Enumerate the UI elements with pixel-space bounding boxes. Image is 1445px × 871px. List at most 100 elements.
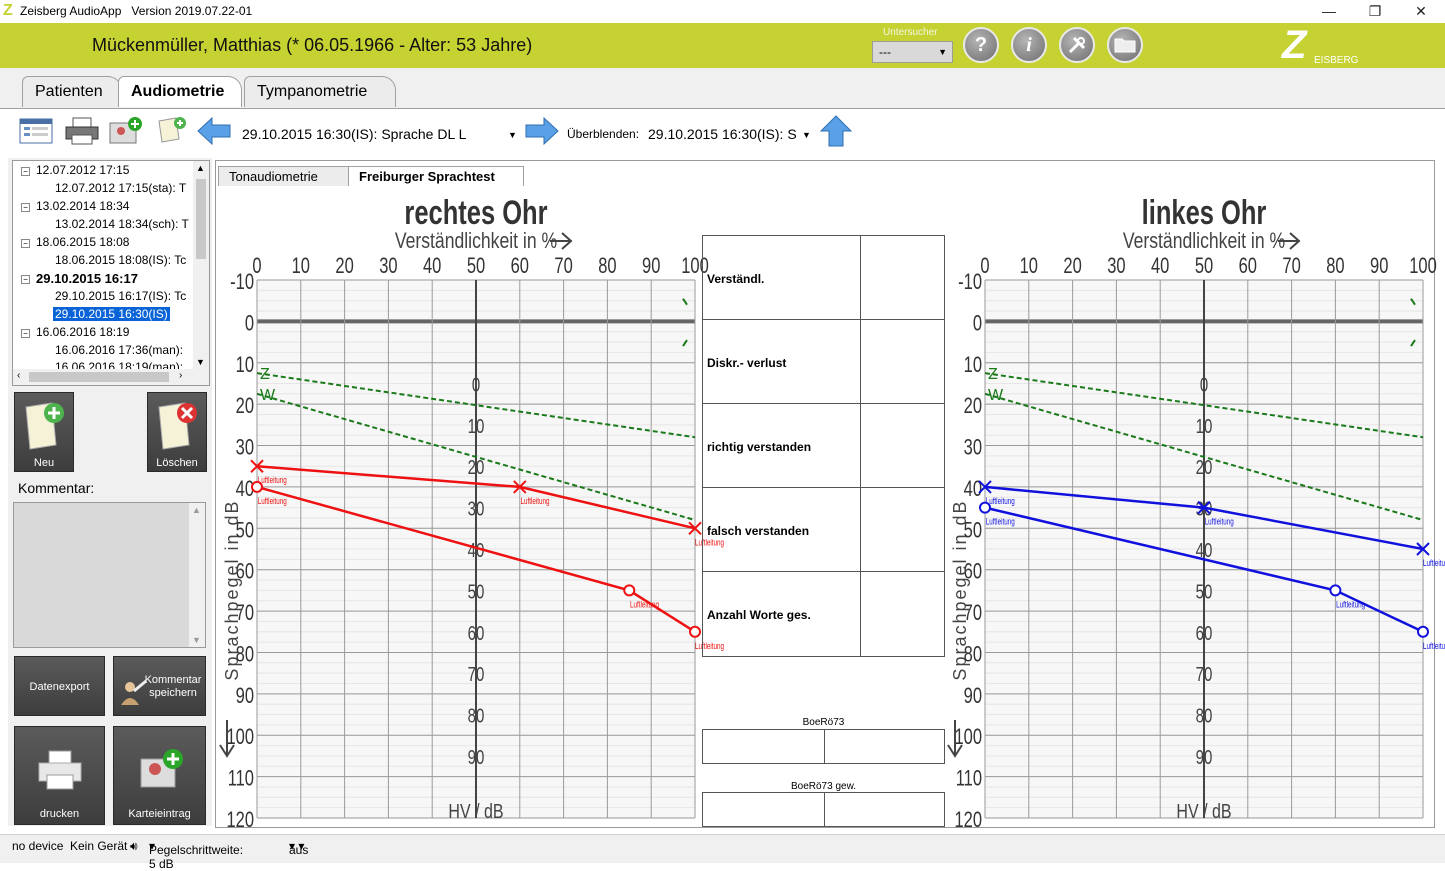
tree-item[interactable]: 13.02.2014 18:34: [36, 199, 130, 213]
x-tick-label: 10: [1020, 254, 1039, 279]
scroll-thumb[interactable]: [29, 372, 169, 382]
list-view-icon[interactable]: [18, 115, 54, 147]
arrow-up-icon[interactable]: [818, 115, 854, 147]
overlay-select[interactable]: 29.10.2015 16:30(IS): S: [648, 126, 797, 142]
data-export-button[interactable]: Datenexport: [14, 656, 105, 716]
minimize-button[interactable]: —: [1322, 3, 1336, 19]
scroll-thumb[interactable]: [196, 179, 206, 259]
y-tick-label: 30: [236, 435, 255, 460]
x-tick-label: 50: [1195, 254, 1214, 279]
scroll-up-icon[interactable]: ▲: [196, 163, 205, 173]
series-label: Luftleitung: [1423, 558, 1445, 568]
delete-button[interactable]: Löschen: [147, 392, 207, 472]
tree-collapse-icon[interactable]: −: [21, 203, 30, 212]
arrow-right-icon[interactable]: [524, 115, 560, 147]
y-tick-label: 120: [954, 808, 982, 833]
y-axis-label: Sprachpegel in dB: [222, 499, 242, 680]
scroll-down-icon[interactable]: ▼: [196, 357, 205, 367]
results-row-verstaendl: Verständl.: [703, 236, 944, 320]
tree-collapse-icon[interactable]: −: [21, 239, 30, 248]
x-tick-label: 70: [554, 254, 573, 279]
save-comment-button[interactable]: Kommentar speichern: [113, 656, 206, 716]
tree-collapse-icon[interactable]: −: [21, 275, 30, 284]
close-button[interactable]: ✕: [1415, 3, 1427, 19]
hv-tick-label: 50: [468, 580, 485, 603]
info-button[interactable]: i: [1011, 27, 1047, 63]
x-tick-label: 100: [1409, 254, 1437, 279]
tree-item[interactable]: 16.06.2016 17:36(man):: [55, 343, 184, 357]
hv-tick-label: 20: [1196, 456, 1213, 479]
tree-item[interactable]: 13.02.2014 18:34(sch): T: [55, 217, 189, 231]
scroll-left-icon[interactable]: ‹: [17, 370, 21, 381]
scroll-down-icon[interactable]: ▼: [192, 635, 201, 645]
data-point-o: [251, 480, 263, 493]
reference-tick: [682, 298, 688, 306]
hv-tick-label: 60: [1196, 622, 1213, 645]
overlay-label: Überblenden:: [567, 127, 640, 141]
scroll-up-icon[interactable]: ▲: [192, 505, 201, 515]
y-tick-label: 80: [964, 642, 983, 667]
tab-patienten[interactable]: Patienten: [22, 76, 122, 107]
tree-item[interactable]: 16.06.2016 18:19(man):: [55, 360, 184, 370]
arrow-left-icon[interactable]: [196, 115, 232, 147]
tree-item[interactable]: 29.10.2015 16:17: [36, 271, 138, 286]
data-point-o: [1417, 625, 1429, 638]
x-tick-label: 60: [1239, 254, 1258, 279]
tab-label: Audiometrie: [131, 83, 225, 100]
y-tick-label: 110: [228, 766, 254, 791]
session-dropdown-icon[interactable]: ▼: [508, 130, 517, 140]
delete-document-icon: [158, 402, 197, 450]
comment-textarea[interactable]: ▲ ▼: [13, 502, 206, 648]
new-document-icon[interactable]: [156, 115, 192, 147]
x-tick-label: 70: [1282, 254, 1301, 279]
session-current: 29.10.2015 16:30(IS): Sprache DL L: [242, 126, 467, 142]
tree-horizontal-scrollbar[interactable]: ‹ ›: [13, 369, 209, 385]
y-tick-label: 60: [236, 559, 255, 584]
hv-tick-label: 40: [1196, 539, 1213, 562]
print-button[interactable]: drucken: [14, 726, 105, 825]
tree-collapse-icon[interactable]: −: [21, 167, 30, 176]
tree-item[interactable]: 18.06.2015 18:08(IS): Tc: [55, 253, 187, 267]
subtab-tonaudiometrie[interactable]: Tonaudiometrie: [218, 166, 352, 186]
y-tick-label: 10: [964, 353, 983, 378]
subtab-label: Freiburger Sprachtest: [359, 169, 495, 184]
info-icon: i: [1026, 34, 1032, 56]
add-card-entry-icon[interactable]: [108, 115, 144, 147]
tree-item[interactable]: 18.06.2015 18:08: [36, 235, 130, 249]
card-entry-button[interactable]: Karteieintrag: [113, 726, 206, 825]
step-select[interactable]: Pegelschrittweite: 5 dB ▾: [149, 839, 244, 871]
tab-tympanometrie[interactable]: Tympanometrie: [244, 76, 396, 107]
tree-item[interactable]: 29.10.2015 16:17(IS): Tc: [55, 289, 187, 303]
results-row-falsch: falsch verstanden: [703, 488, 944, 572]
x-tick-label: 90: [1370, 254, 1389, 279]
new-button[interactable]: Neu: [14, 392, 74, 472]
comment-scrollbar[interactable]: ▲ ▼: [189, 503, 205, 647]
y-tick-label: 20: [236, 394, 255, 419]
data-point-o: [623, 584, 636, 597]
hv-tick-label: 60: [468, 622, 485, 645]
session-tree[interactable]: − 12.07.2012 17:15 12.07.2012 17:15(sta)…: [12, 160, 210, 386]
x-tick-label: 0: [980, 254, 989, 279]
maximize-button[interactable]: ❐: [1368, 3, 1382, 19]
mode-select[interactable]: aus ▾ ▾: [289, 839, 309, 857]
subtab-label: Tonaudiometrie: [229, 169, 318, 184]
scroll-right-icon[interactable]: ›: [179, 370, 183, 381]
tree-item[interactable]: 16.06.2016 18:19: [36, 325, 130, 339]
untersucher-select[interactable]: --- ▼: [872, 41, 953, 63]
tree-item[interactable]: 12.07.2012 17:15(sta): T: [55, 181, 187, 195]
printer-icon[interactable]: [64, 115, 100, 147]
tree-item-selected[interactable]: 29.10.2015 16:30(IS): [53, 307, 170, 321]
series-label: Luftleitung: [1205, 517, 1234, 527]
open-folder-button[interactable]: [1107, 27, 1143, 63]
overlay-dropdown-icon[interactable]: ▼: [802, 130, 811, 140]
settings-button[interactable]: [1059, 27, 1095, 63]
data-point-o: [979, 501, 991, 514]
help-button[interactable]: ?: [963, 27, 999, 63]
subtab-freiburger[interactable]: Freiburger Sprachtest: [348, 166, 524, 186]
tab-audiometrie[interactable]: Audiometrie: [118, 76, 242, 107]
tree-item[interactable]: 12.07.2012 17:15: [36, 163, 130, 177]
tree-vertical-scrollbar[interactable]: ▲ ▼: [193, 161, 209, 369]
x-axis-arrow-icon: [550, 232, 573, 250]
tree-collapse-icon[interactable]: −: [21, 329, 30, 338]
results-row-diskr: Diskr.- verlust: [703, 320, 944, 404]
